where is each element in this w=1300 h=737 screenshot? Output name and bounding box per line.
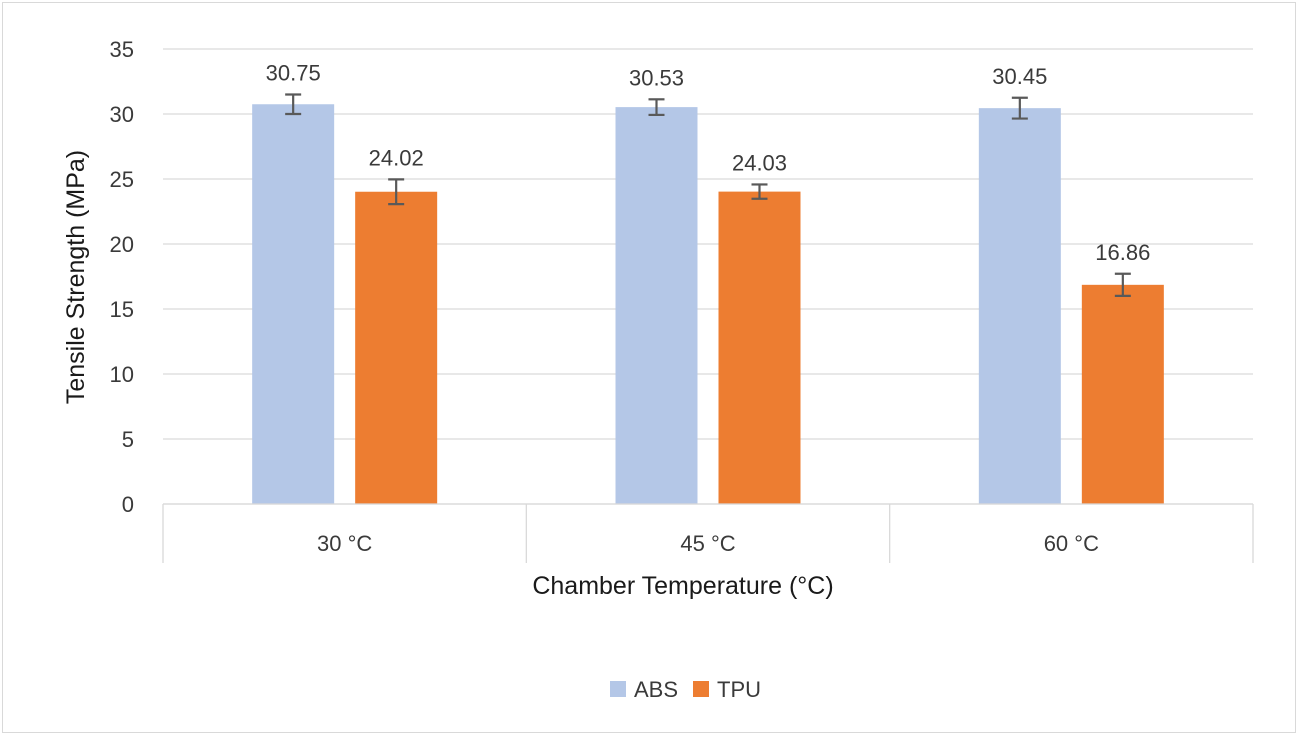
data-label: 16.86	[1095, 240, 1150, 265]
legend: ABS TPU	[610, 677, 761, 702]
y-tick-label: 0	[122, 492, 134, 517]
y-tick-label: 20	[110, 232, 134, 257]
y-tick-labels: 0 5 10 15 20 25 30 35	[110, 37, 134, 517]
legend-item: TPU	[693, 677, 761, 702]
error-bars	[285, 93, 1131, 297]
x-axis	[162, 503, 1254, 563]
x-tick-label: 45 °C	[680, 531, 735, 556]
x-axis-title: Chamber Temperature (°C)	[532, 572, 833, 600]
y-tick-label: 5	[122, 427, 134, 452]
y-tick-label: 25	[110, 167, 134, 192]
x-tick-label: 60 °C	[1044, 531, 1099, 556]
y-tick-label: 30	[110, 102, 134, 127]
y-axis-title: Tensile Strength (MPa)	[62, 150, 90, 404]
error-bar	[648, 98, 665, 117]
error-bar	[388, 178, 405, 206]
data-label: 24.02	[369, 145, 424, 170]
bar	[1081, 284, 1164, 504]
bars	[252, 104, 1164, 505]
bar	[718, 191, 801, 505]
legend-swatch	[693, 681, 709, 697]
data-label: 30.45	[992, 64, 1047, 89]
error-bar	[751, 183, 768, 200]
y-tick-label: 35	[110, 37, 134, 62]
bar	[978, 108, 1061, 505]
legend-label: TPU	[717, 677, 761, 702]
bar	[615, 107, 698, 505]
error-bar	[1011, 96, 1028, 120]
data-label: 30.53	[629, 65, 684, 90]
bar	[252, 104, 335, 504]
error-bar	[1114, 272, 1131, 297]
data-label: 24.03	[732, 150, 787, 175]
y-tick-label: 15	[110, 297, 134, 322]
error-bar	[285, 93, 302, 116]
x-tick-labels: 30 °C 45 °C 60 °C	[317, 531, 1099, 556]
x-tick-label: 30 °C	[317, 531, 372, 556]
y-tick-label: 10	[110, 362, 134, 387]
bar	[355, 191, 438, 505]
data-labels: 30.75 24.02 30.53 24.03 30.45 16.86	[266, 61, 1151, 265]
data-label: 30.75	[266, 61, 321, 86]
legend-swatch	[610, 681, 626, 697]
legend-label: ABS	[634, 677, 678, 702]
legend-item: ABS	[610, 677, 678, 702]
